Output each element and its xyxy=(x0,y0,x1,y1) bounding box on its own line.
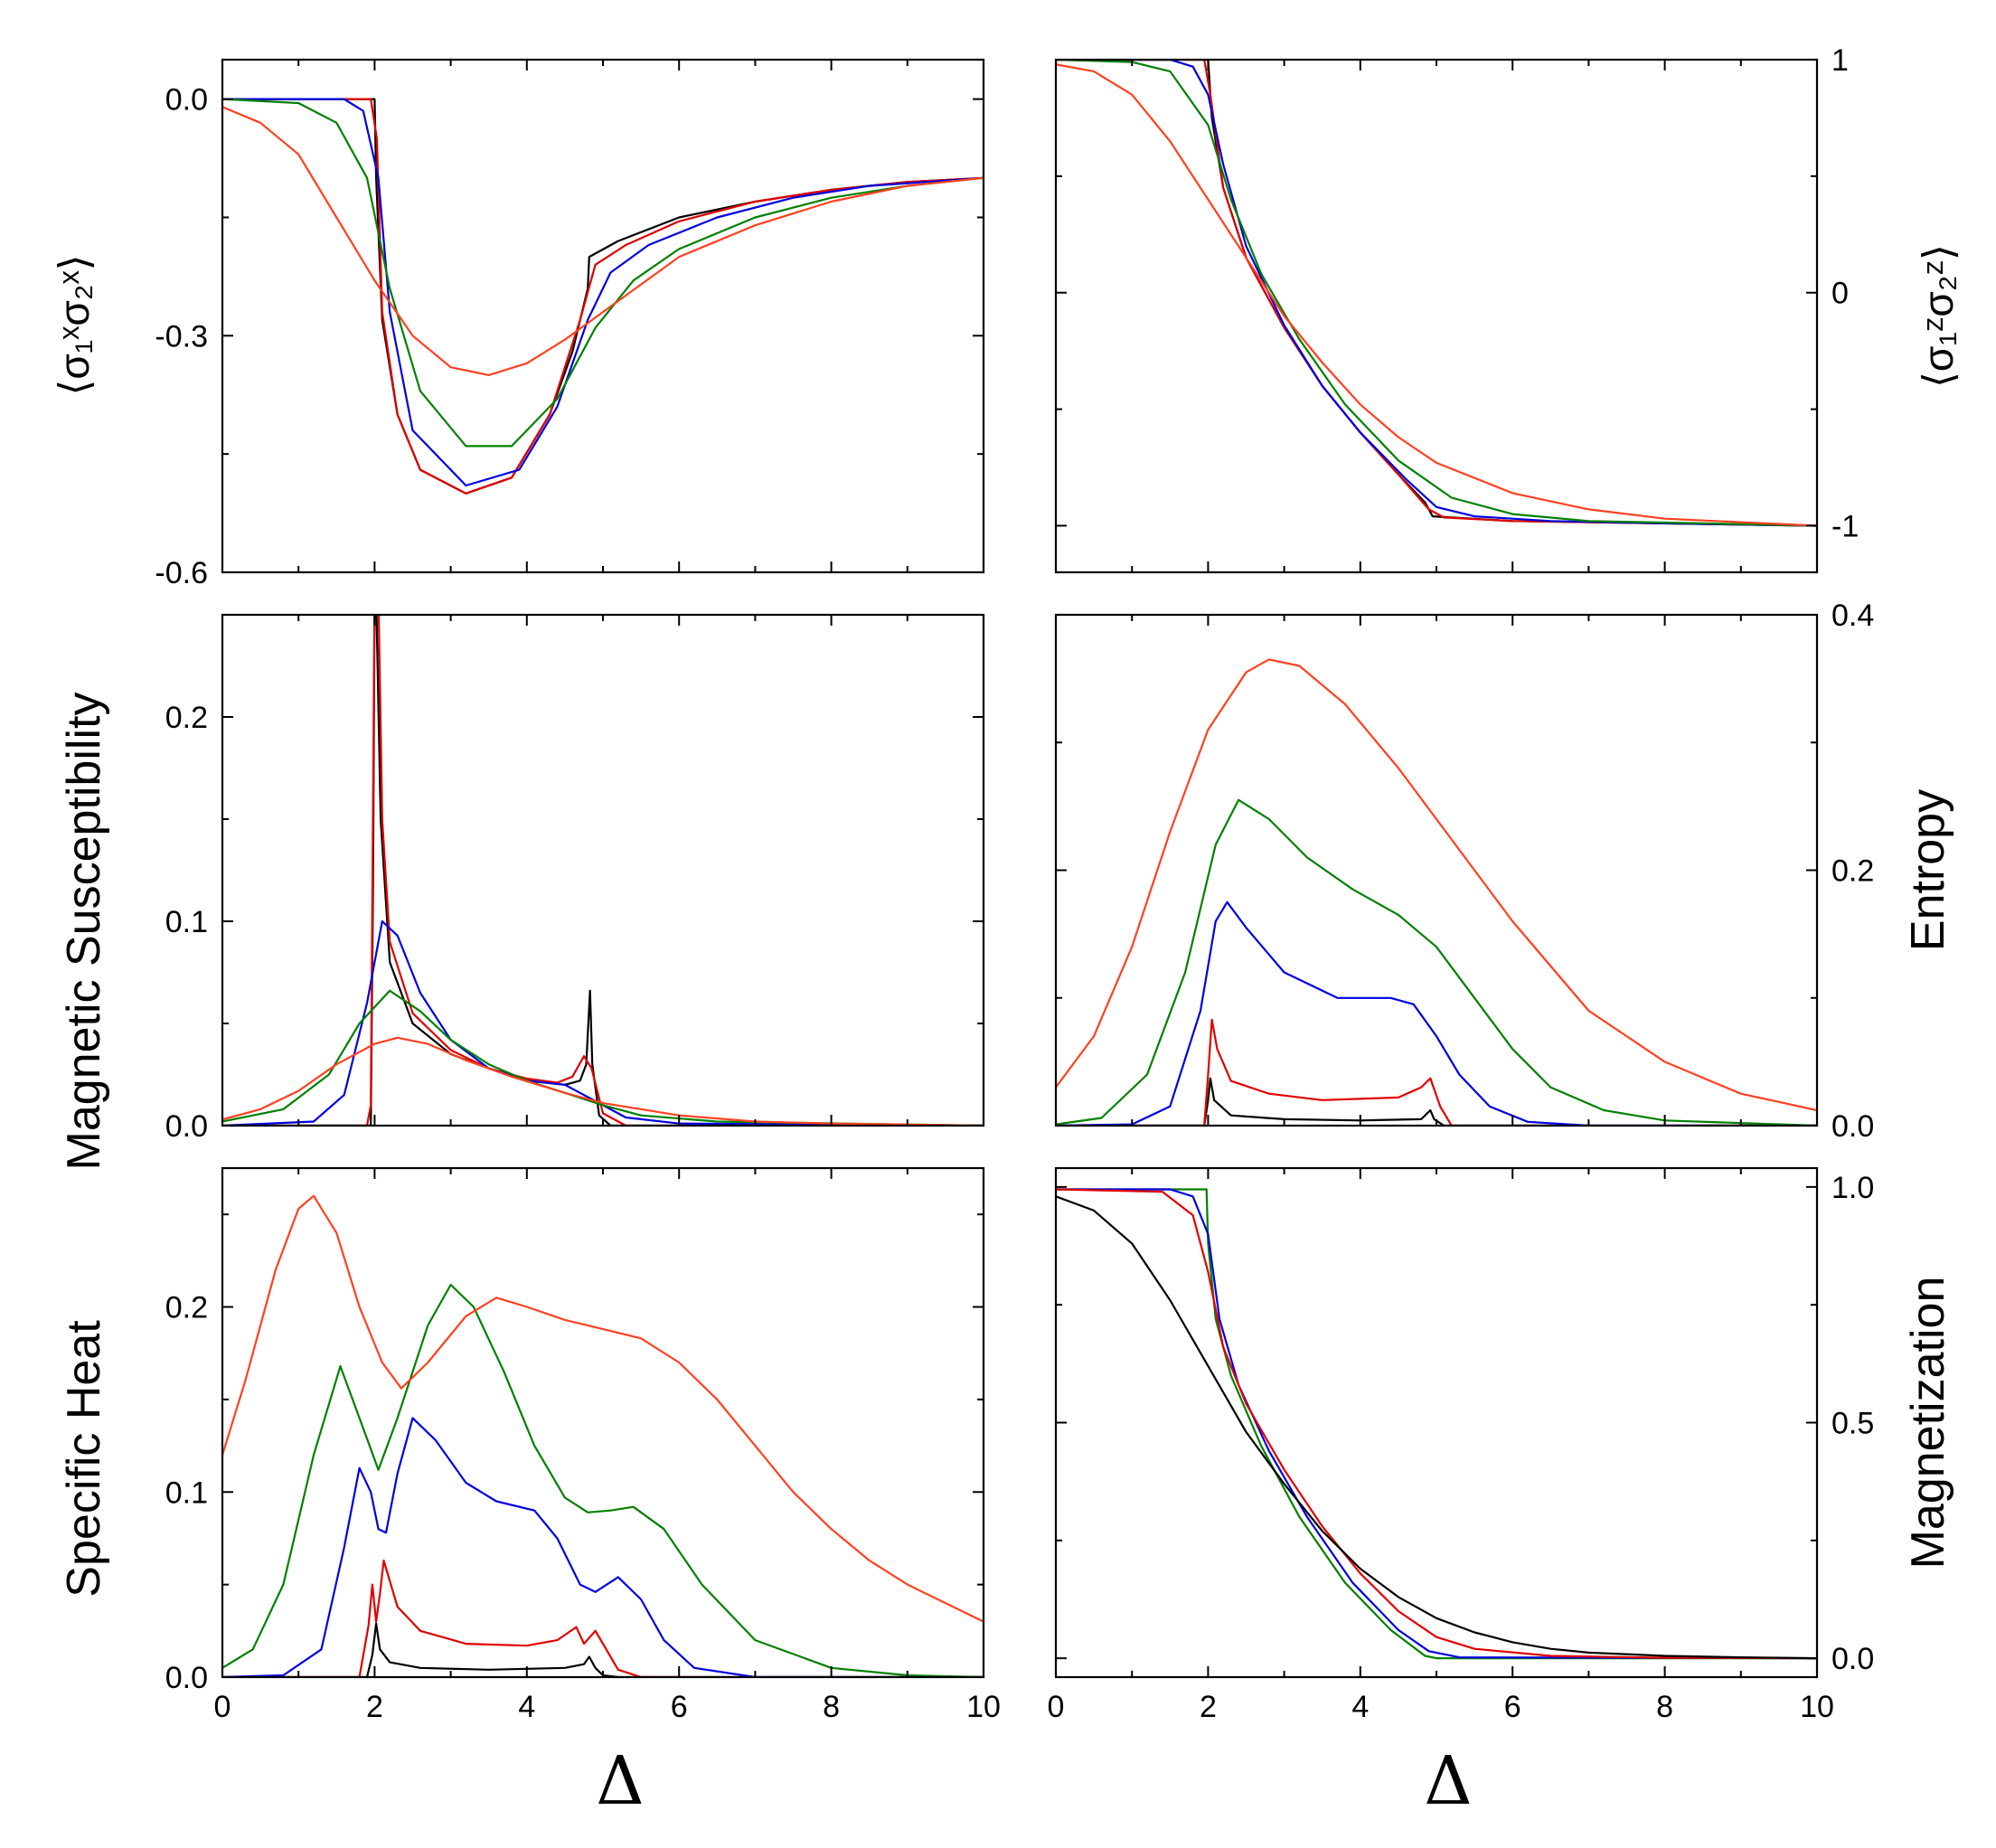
sxsx-ytick-label: -0.6 xyxy=(155,556,208,590)
szsz-series-blue xyxy=(1056,60,1817,527)
magnetization-xtick-label: 0 xyxy=(1048,1690,1065,1724)
y-axis-label: ⟨σ₁ˣσ₂ˣ⟩ xyxy=(51,254,98,395)
specific-heat-series-green xyxy=(222,1283,984,1677)
susceptibility-series-red xyxy=(222,615,984,1126)
specific-heat-series-group xyxy=(222,1194,984,1677)
susceptibility-series-group xyxy=(222,615,984,1126)
magnetization-ytick-label: 0.0 xyxy=(1831,1642,1874,1676)
susceptibility-series-blue xyxy=(222,919,984,1126)
magnetization-ytick-label: 1.0 xyxy=(1831,1171,1874,1205)
szsz-panel: 1 0 -1 ⟨σ₁ᶻσ₂ᶻ⟩ xyxy=(1054,43,1962,574)
entropy-series-blue xyxy=(1056,900,1817,1126)
szsz-ytick-label: -1 xyxy=(1831,509,1859,543)
specific-heat-frame xyxy=(221,1166,985,1679)
entropy-series-orange xyxy=(1056,658,1817,1112)
magnetization-ytick-label: 0.5 xyxy=(1831,1407,1874,1441)
szsz-series-red xyxy=(1056,60,1817,527)
specific-heat-series-orange xyxy=(222,1194,984,1623)
szsz-series-orange xyxy=(1056,63,1817,527)
susceptibility-ytick-label: 0.1 xyxy=(165,905,208,939)
specific-heat-xtick-label: 6 xyxy=(671,1690,688,1724)
susceptibility-series-green xyxy=(222,989,984,1126)
entropy-panel: 0.4 0.2 0.0 Entropy xyxy=(1054,599,1954,1144)
specific-heat-panel: 0 2 4 6 8 10 0.2 0.1 0.0 Specific Heat xyxy=(58,1166,1001,1724)
y-axis-label: Specific Heat xyxy=(58,1320,110,1598)
specific-heat-xtick-label: 8 xyxy=(823,1690,840,1724)
susceptibility-ytick-label: 0.0 xyxy=(165,1109,208,1144)
entropy-series-green xyxy=(1056,798,1817,1126)
specific-heat-xtick-label: 10 xyxy=(966,1690,1001,1724)
specific-heat-ytick-label: 0.1 xyxy=(165,1476,208,1510)
entropy-ytick-label: 0.4 xyxy=(1831,599,1874,633)
magnetization-xtick-label: 8 xyxy=(1656,1690,1673,1724)
entropy-series-red xyxy=(1056,1018,1817,1126)
sxsx-panel: 0.0 -0.3 -0.6 ⟨σ₁ˣσ₂ˣ⟩ xyxy=(51,58,985,590)
entropy-frame xyxy=(1054,613,1819,1127)
specific-heat-series-black xyxy=(222,1622,984,1677)
specific-heat-series-red xyxy=(222,1559,984,1677)
susceptibility-series-orange xyxy=(222,1036,984,1126)
sxsx-series-orange xyxy=(222,106,984,376)
specific-heat-ytick-label: 0.2 xyxy=(165,1291,208,1325)
magnetization-frame xyxy=(1054,1166,1819,1679)
y-axis-label: ⟨σ₁ᶻσ₂ᶻ⟩ xyxy=(1915,244,1962,388)
magnetization-xtick-label: 4 xyxy=(1351,1690,1369,1724)
susceptibility-panel: 0.2 0.1 0.0 Magnetic Susceptibility xyxy=(58,613,985,1171)
magnetization-xtick-label: 6 xyxy=(1504,1690,1521,1724)
szsz-series-green xyxy=(1056,60,1817,527)
specific-heat-xtick-label: 0 xyxy=(214,1690,231,1724)
sxsx-series-black xyxy=(222,98,984,495)
magnetization-panel: 0 2 4 6 8 10 1.0 0.5 0.0 Magnetization xyxy=(1048,1166,1954,1724)
x-axis-label-right: Δ xyxy=(1424,1742,1472,1820)
sxsx-ytick-label: 0.0 xyxy=(165,83,208,118)
susceptibility-ytick-label: 0.2 xyxy=(165,701,208,735)
sxsx-series-group xyxy=(222,98,984,495)
sxsx-series-blue xyxy=(222,98,984,487)
specific-heat-series-blue xyxy=(222,1417,984,1677)
panels-layer: 0.0-0.3-0.6⟨σ₁ˣσ₂ˣ⟩10-1⟨σ₁ᶻσ₂ᶻ⟩0.20.10.0… xyxy=(51,43,1962,1724)
sxsx-ytick-label: -0.3 xyxy=(155,319,208,354)
entropy-series-group xyxy=(1056,658,1817,1126)
y-axis-label: Magnetization xyxy=(1902,1277,1954,1570)
magnetization-series-red xyxy=(1056,1188,1817,1660)
entropy-ytick-label: 0.2 xyxy=(1831,854,1874,889)
sxsx-frame xyxy=(221,58,985,574)
szsz-frame xyxy=(1054,58,1819,574)
magnetization-series-group xyxy=(1056,1188,1817,1660)
specific-heat-ytick-label: 0.0 xyxy=(165,1661,208,1695)
x-axis-label-left: Δ xyxy=(596,1742,644,1820)
entropy-series-black xyxy=(1056,1077,1817,1126)
susceptibility-series-black xyxy=(222,615,984,1126)
magnetization-series-black xyxy=(1056,1195,1817,1660)
sxsx-series-red xyxy=(222,98,984,495)
susceptibility-frame xyxy=(221,613,985,1127)
y-axis-label: Magnetic Susceptibility xyxy=(58,693,110,1171)
specific-heat-xtick-label: 4 xyxy=(518,1690,535,1724)
magnetization-series-blue xyxy=(1056,1188,1817,1660)
y-axis-label: Entropy xyxy=(1902,789,1954,951)
specific-heat-xtick-label: 2 xyxy=(366,1690,383,1724)
entropy-ytick-label: 0.0 xyxy=(1831,1109,1874,1144)
sxsx-series-green xyxy=(222,98,984,448)
szsz-ytick-label: 0 xyxy=(1831,277,1849,311)
szsz-series-group xyxy=(1056,60,1817,527)
szsz-ytick-label: 1 xyxy=(1831,43,1849,78)
magnetization-xtick-label: 2 xyxy=(1200,1690,1217,1724)
magnetization-series-green xyxy=(1056,1188,1817,1660)
szsz-series-black xyxy=(1056,60,1817,527)
magnetization-xtick-label: 10 xyxy=(1800,1690,1834,1724)
